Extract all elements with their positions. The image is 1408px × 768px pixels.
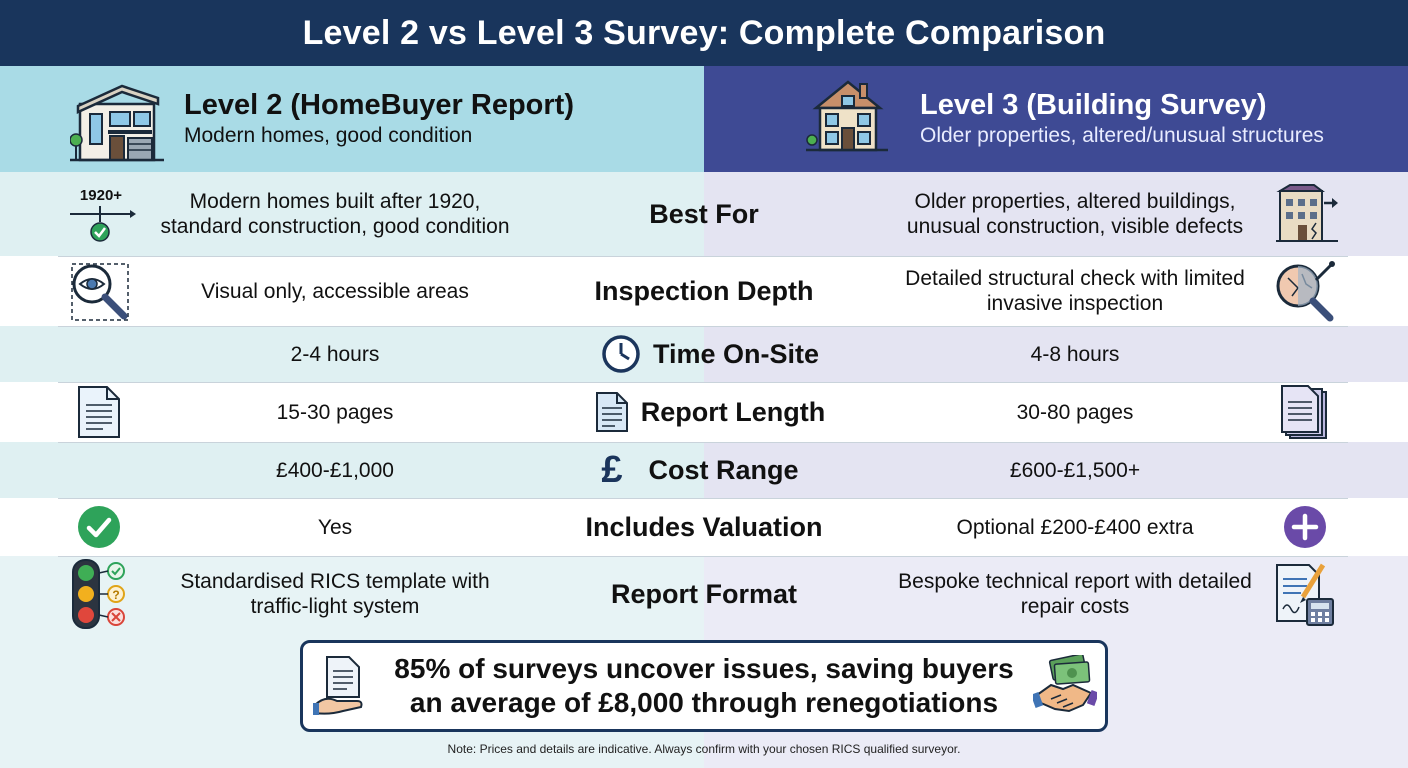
- hand-document-icon: [303, 655, 383, 717]
- row-label-best-for: Best For: [649, 198, 759, 229]
- modern-house-icon: [69, 74, 166, 164]
- row-report-length: 15-30 pages Report Length 30-80 pages: [0, 382, 1408, 442]
- document-icon: [66, 382, 132, 442]
- old-house-icon: [806, 74, 902, 164]
- best-for-level3: Older properties, altered buildings, unu…: [906, 190, 1244, 238]
- level3-subheading: Older properties, altered/unusual struct…: [920, 124, 1324, 147]
- divider: [58, 382, 1348, 383]
- level2-heading: Level 2 (HomeBuyer Report): [184, 89, 574, 121]
- stat-callout-line2: an average of £8,000 through renegotiati…: [409, 687, 999, 718]
- stat-callout: 85% of surveys uncover issues, saving bu…: [300, 640, 1108, 732]
- report-format-level2: Standardised RICS template with traffic-…: [180, 570, 490, 618]
- row-band-valuation: [0, 498, 1408, 556]
- inspection-depth-level3: Detailed structural check with limited i…: [905, 267, 1245, 315]
- valuation-level2: Yes: [317, 515, 353, 539]
- inspection-depth-level2: Visual only, accessible areas: [201, 279, 469, 303]
- footnote: Note: Prices and details are indicative.…: [447, 742, 961, 756]
- divider: [58, 556, 1348, 557]
- level2-subheading: Modern homes, good condition: [184, 124, 473, 147]
- svg-text:?: ?: [112, 588, 119, 602]
- cost-level3: £600-£1,500+: [1009, 458, 1141, 482]
- check-circle-icon: [66, 498, 132, 556]
- row-inspection-depth: Visual only, accessible areas Inspection…: [0, 256, 1408, 326]
- stat-callout-text: 85% of surveys uncover issues, saving bu…: [383, 652, 1025, 720]
- svg-text:1920+: 1920+: [80, 187, 122, 204]
- cost-level2: £400-£1,000: [276, 458, 394, 482]
- divider: [58, 498, 1348, 499]
- row-band-report-length: [0, 382, 1408, 442]
- row-report-format: ? Standardised RICS template with traffi…: [0, 556, 1408, 632]
- level3-heading: Level 3 (Building Survey): [920, 89, 1267, 121]
- plus-circle-icon: [1272, 498, 1338, 556]
- wall-magnifier-icon: [1272, 256, 1338, 326]
- level3-header: Level 3 (Building Survey) Older properti…: [704, 66, 1408, 172]
- row-label-inspection-depth: Inspection Depth: [594, 275, 814, 306]
- report-calculator-icon: [1272, 556, 1338, 632]
- best-for-level2: Modern homes built after 1920, standard …: [160, 190, 510, 238]
- row-time-on-site: 2-4 hours Time On-Site 4-8 hours: [0, 326, 1408, 382]
- divider: [58, 326, 1348, 327]
- report-length-level3: 30-80 pages: [1016, 400, 1134, 424]
- divider: [58, 442, 1348, 443]
- time-level3: 4-8 hours: [1030, 342, 1120, 366]
- row-cost-range: £400-£1,000 £ Cost Range £600-£1,500+: [0, 442, 1408, 498]
- eye-magnifier-icon: [66, 256, 132, 326]
- row-best-for: 1920+ Modern homes built after 1920, sta…: [0, 172, 1408, 256]
- row-band-inspection: [0, 256, 1408, 326]
- page-title: Level 2 vs Level 3 Survey: Complete Comp…: [302, 13, 1106, 52]
- row-includes-valuation: Yes Includes Valuation Optional £200-£40…: [0, 498, 1408, 556]
- document-icon: [595, 391, 629, 433]
- traffic-light-icon: ?: [66, 556, 132, 632]
- level2-header: Level 2 (HomeBuyer Report) Modern homes,…: [0, 66, 704, 172]
- stat-callout-line1: 85% of surveys uncover issues, saving bu…: [394, 653, 1014, 684]
- document-stack-icon: [1272, 382, 1338, 442]
- row-label-report-format: Report Format: [610, 578, 797, 609]
- row-band-time: [0, 326, 1408, 382]
- row-label-includes-valuation: Includes Valuation: [585, 511, 823, 542]
- clock-icon: [601, 334, 641, 374]
- pound-icon: £: [601, 448, 623, 491]
- title-bar: Level 2 vs Level 3 Survey: Complete Comp…: [0, 0, 1408, 66]
- timeline-check-icon: 1920+: [66, 172, 136, 256]
- row-label-cost-range: £ Cost Range: [601, 448, 799, 491]
- cracked-building-icon: [1272, 172, 1342, 256]
- report-format-level3: Bespoke technical report with detailed r…: [898, 570, 1252, 618]
- valuation-level3: Optional £200-£400 extra: [956, 515, 1194, 539]
- handshake-money-icon: [1025, 655, 1105, 717]
- row-band-cost: [0, 442, 1408, 498]
- report-length-level2: 15-30 pages: [276, 400, 394, 424]
- divider: [58, 256, 1348, 257]
- row-label-report-length: Report Length: [560, 391, 860, 433]
- row-label-time-on-site: Time On-Site: [560, 334, 860, 374]
- time-level2: 2-4 hours: [290, 342, 380, 366]
